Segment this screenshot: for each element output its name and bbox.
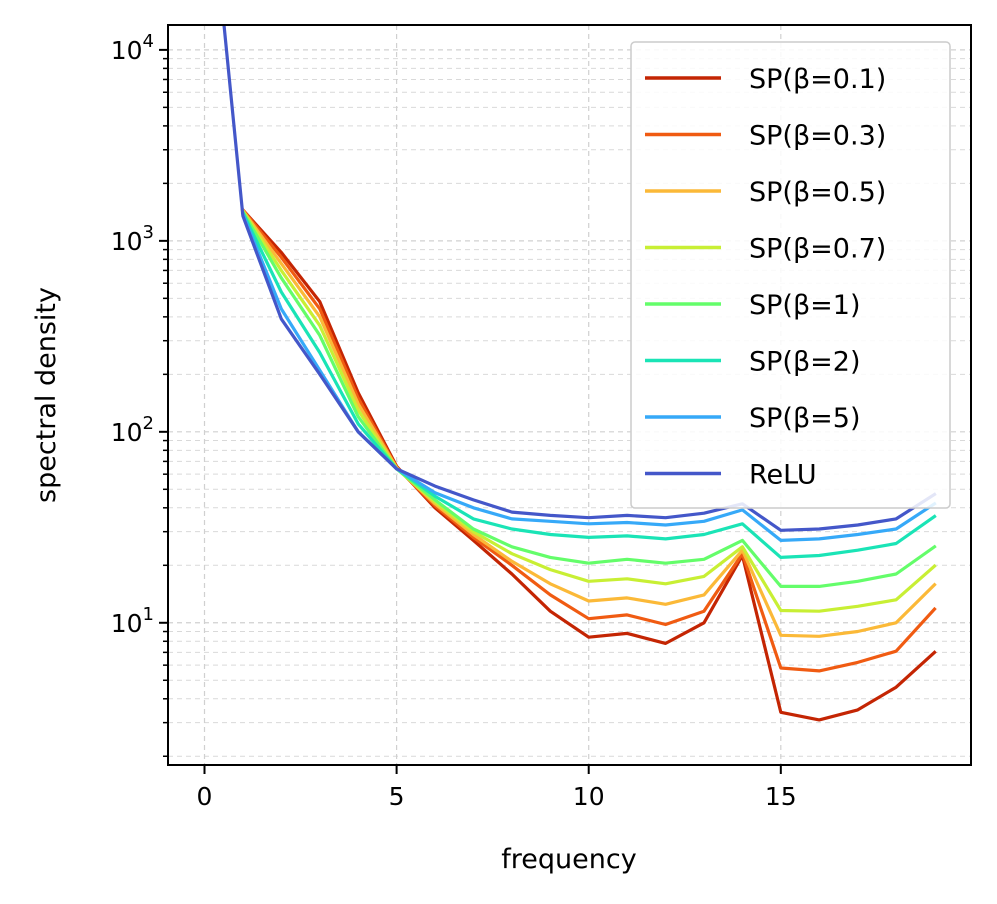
legend-label: SP(β=0.1)	[749, 64, 886, 95]
legend-box	[630, 41, 951, 509]
series-line-relu	[222, 25, 937, 532]
series-line-sp-2	[240, 210, 937, 560]
x-tick-label: 10	[573, 782, 605, 811]
series-line-sp-0-7	[240, 208, 937, 613]
x-tick-label: 5	[389, 782, 405, 811]
legend: SP(β=0.1) SP(β=0.3) SP(β=0.5) SP(β=0.7) SP(β…	[630, 41, 951, 509]
y-axis-label: spectral density	[31, 287, 62, 503]
x-tick-label: 0	[197, 782, 213, 811]
y-tick-label: 102	[111, 413, 154, 447]
series-line-sp-0-5	[240, 208, 937, 638]
legend-label: SP(β=5)	[749, 403, 861, 434]
x-axis-label: frequency	[501, 844, 636, 875]
y-tick-label: 101	[111, 604, 154, 638]
axis-ticks: 101 102 103 104 0 5 10 15	[111, 31, 797, 811]
y-tick-label: 104	[111, 31, 154, 65]
x-tick-label: 15	[765, 782, 797, 811]
series-line-sp-1	[240, 209, 937, 589]
legend-label: ReLU	[749, 460, 817, 491]
legend-label: SP(β=0.7)	[749, 234, 886, 265]
series-line-sp-0-1	[240, 207, 937, 722]
plot-frame	[167, 24, 972, 766]
legend-label: SP(β=1)	[749, 290, 861, 321]
y-tick-label: 103	[111, 222, 154, 256]
legend-label: SP(β=0.3)	[749, 121, 886, 152]
series-lines	[222, 25, 937, 722]
legend-label: SP(β=2)	[749, 347, 861, 378]
series-line-sp-0-3	[240, 207, 937, 673]
legend-label: SP(β=0.5)	[749, 177, 886, 208]
